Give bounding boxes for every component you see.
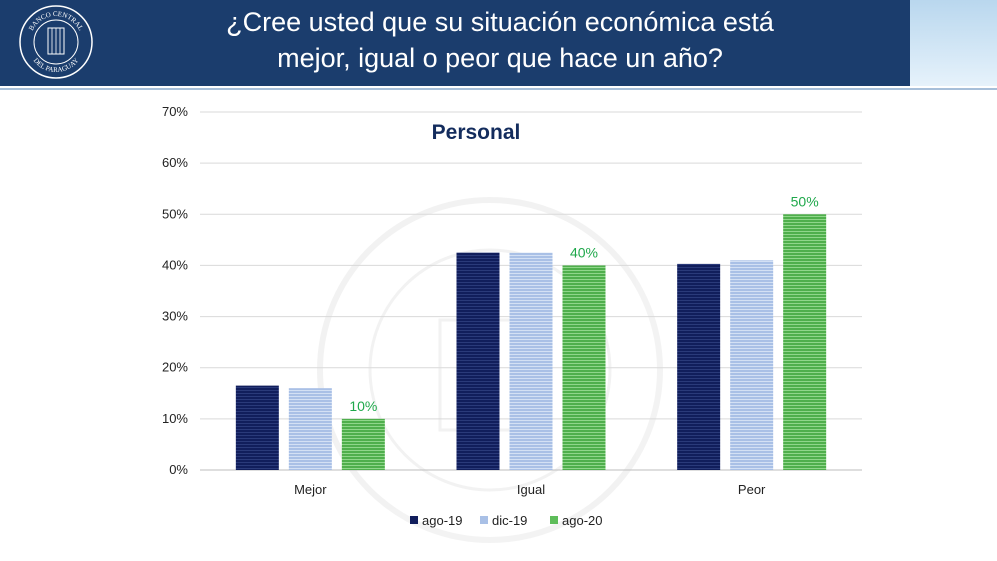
y-tick-label: 10% <box>162 411 188 426</box>
seal-text-bottom: DEL PARAGUAY <box>32 57 81 75</box>
bank-seal-logo: BANCO CENTRAL DEL PARAGUAY <box>19 5 93 79</box>
bar-ago-19-igual <box>456 252 500 470</box>
data-label: 10% <box>349 398 377 414</box>
data-label: 50% <box>791 193 819 209</box>
legend-label: ago-20 <box>562 513 602 528</box>
legend-swatch-dic-19 <box>480 516 488 524</box>
data-label: 40% <box>570 244 598 260</box>
bar-ago-19-peor <box>677 263 721 470</box>
x-category-label: Mejor <box>294 482 327 497</box>
y-tick-label: 40% <box>162 257 188 272</box>
legend-swatch-ago-19 <box>410 516 418 524</box>
y-tick-label: 0% <box>169 462 188 477</box>
bars <box>235 214 827 470</box>
bar-ago-20-mejor <box>341 418 385 470</box>
legend-label: ago-19 <box>422 513 462 528</box>
bar-chart: 0% 10% 20% 30% 40% 50% 60% 70% 10% 40% 50% Mejor I… <box>162 104 862 543</box>
data-labels: 10% 40% 50% <box>349 193 818 414</box>
header-bar <box>0 0 910 86</box>
x-axis-categories: Mejor Igual Peor <box>294 482 766 497</box>
y-tick-label: 70% <box>162 104 188 119</box>
y-tick-label: 20% <box>162 360 188 375</box>
legend-swatch-ago-20 <box>550 516 558 524</box>
header-divider <box>0 88 997 90</box>
y-tick-label: 60% <box>162 155 188 170</box>
y-tick-label: 30% <box>162 309 188 324</box>
bar-ago-19-mejor <box>235 385 279 470</box>
legend-label: dic-19 <box>492 513 527 528</box>
chart-title: Personal <box>432 121 521 144</box>
legend: ago-19 dic-19 ago-20 <box>410 513 602 528</box>
bar-ago-20-igual <box>562 265 606 470</box>
bar-ago-20-peor <box>783 214 827 470</box>
bar-dic-19-mejor <box>288 388 332 470</box>
y-tick-label: 50% <box>162 206 188 221</box>
x-category-label: Peor <box>738 482 766 497</box>
bar-dic-19-peor <box>730 260 774 470</box>
svg-text:DEL PARAGUAY: DEL PARAGUAY <box>32 57 81 75</box>
bar-dic-19-igual <box>509 252 553 470</box>
header-accent <box>910 0 997 86</box>
y-axis-ticks: 0% 10% 20% 30% 40% 50% 60% 70% <box>162 104 188 477</box>
x-category-label: Igual <box>517 482 545 497</box>
page-title-line-1: ¿Cree usted que su situación económica e… <box>226 7 774 37</box>
page-title-line-2: mejor, igual o peor que hace un año? <box>277 43 723 73</box>
